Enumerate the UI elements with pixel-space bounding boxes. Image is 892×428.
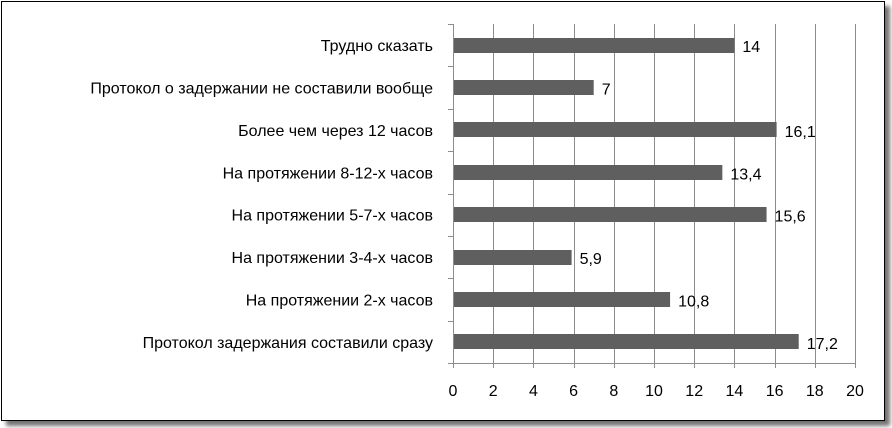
bar-8 bbox=[454, 334, 799, 349]
data-label-4: 13,4 bbox=[730, 166, 761, 183]
bar-6 bbox=[454, 250, 572, 265]
data-label-6: 5,9 bbox=[580, 251, 602, 268]
data-label-8: 17,2 bbox=[807, 336, 838, 353]
x-tick-label-14: 14 bbox=[726, 383, 744, 400]
x-tick-label-4: 4 bbox=[529, 383, 538, 400]
bar-5 bbox=[454, 207, 767, 222]
data-label-7: 10,8 bbox=[678, 293, 709, 310]
bar-4 bbox=[454, 165, 723, 180]
x-tick-label-2: 2 bbox=[489, 383, 498, 400]
category-label-6: На протяжении 3-4-х часов bbox=[232, 250, 433, 267]
x-tick-label-18: 18 bbox=[806, 383, 824, 400]
bar-7 bbox=[454, 292, 671, 307]
data-label-3: 16,1 bbox=[785, 124, 816, 141]
bar-3 bbox=[454, 122, 777, 137]
x-tick-label-20: 20 bbox=[846, 383, 864, 400]
category-label-1: Трудно сказать bbox=[321, 38, 433, 55]
x-tick-label-8: 8 bbox=[609, 383, 618, 400]
category-label-3: Более чем через 12 часов bbox=[238, 123, 433, 140]
bar-1 bbox=[454, 38, 735, 53]
x-tick-label-6: 6 bbox=[569, 383, 578, 400]
x-tick-label-16: 16 bbox=[766, 383, 784, 400]
x-tick-label-0: 0 bbox=[449, 383, 458, 400]
category-label-8: Протокол задержания составили сразу bbox=[143, 335, 433, 352]
category-label-7: На протяжении 2-х часов bbox=[246, 292, 433, 309]
data-label-2: 7 bbox=[602, 82, 611, 99]
x-tick-label-12: 12 bbox=[685, 383, 703, 400]
data-label-1: 14 bbox=[742, 39, 760, 56]
data-label-5: 15,6 bbox=[775, 209, 806, 226]
bar-2 bbox=[454, 80, 594, 95]
category-label-2: Протокол о задержании не составили вообщ… bbox=[90, 81, 433, 98]
category-label-5: На протяжении 5-7-х часов bbox=[232, 208, 433, 225]
category-label-4: На протяжении 8-12-х часов bbox=[223, 165, 433, 182]
x-tick-label-10: 10 bbox=[645, 383, 663, 400]
